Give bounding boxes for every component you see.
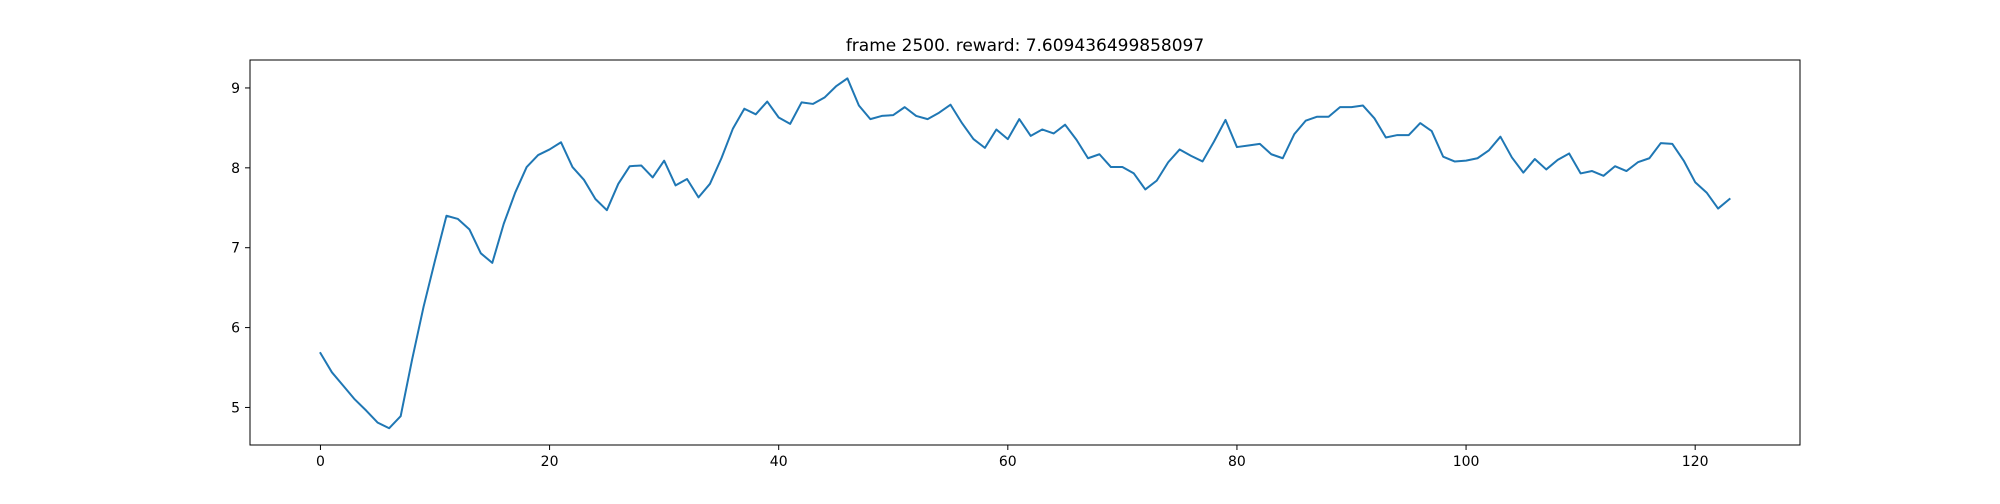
axes-frame (249, 59, 1801, 446)
x-tick-label: 60 (999, 454, 1017, 470)
y-tick-label: 6 (231, 321, 240, 337)
y-tick-label: 7 (231, 241, 240, 257)
x-tick-label: 20 (541, 454, 559, 470)
x-tick-label: 100 (1453, 454, 1480, 470)
x-tick-label: 80 (1228, 454, 1246, 470)
x-tick-label: 40 (770, 454, 788, 470)
plot-area: 0 20 40 60 80 100 120 5 6 7 8 9 (231, 59, 1801, 470)
x-tick-label: 0 (316, 454, 325, 470)
x-tick-label: 120 (1682, 454, 1709, 470)
series-line (319, 77, 1731, 430)
chart-title: frame 2500. reward: 7.609436499858097 (846, 36, 1204, 56)
y-tick-label: 5 (231, 400, 240, 416)
y-tick-label: 9 (231, 81, 240, 97)
y-tick-label: 8 (231, 161, 240, 177)
